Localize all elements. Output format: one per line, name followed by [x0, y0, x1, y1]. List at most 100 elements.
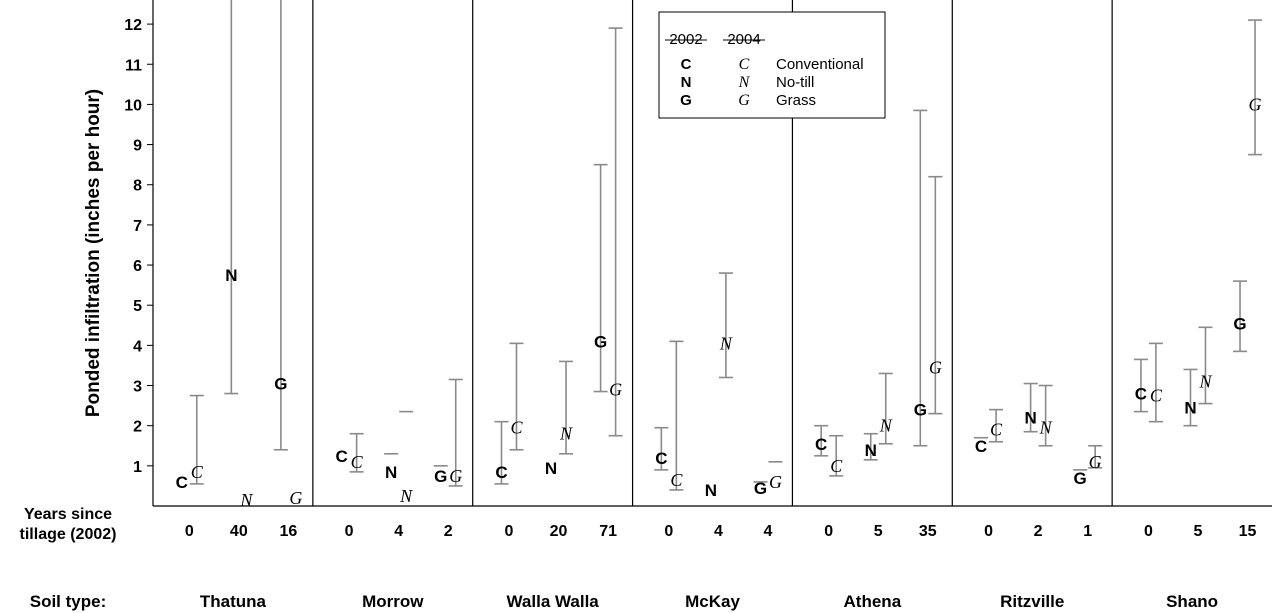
marker-2004: G — [769, 472, 782, 492]
years-label: 2 — [444, 523, 453, 540]
marker-2004: N — [559, 424, 573, 444]
years-label: 15 — [1239, 523, 1257, 540]
y-axis-label: Ponded infiltration (inches per hour) — [83, 89, 104, 417]
marker-2004: C — [191, 462, 204, 482]
marker-2004: C — [1150, 386, 1163, 406]
years-label: 0 — [185, 523, 194, 540]
y-tick-label: 10 — [124, 97, 142, 114]
y-tick-label: 2 — [133, 419, 142, 436]
y-tick-label: 11 — [125, 57, 142, 74]
years-label: 0 — [984, 523, 993, 540]
legend-marker-2004: C — [739, 56, 750, 73]
marker-2002: C — [335, 447, 347, 466]
years-label: 4 — [764, 523, 773, 540]
marker-2004: N — [1039, 418, 1053, 438]
marker-2004: C — [351, 452, 364, 472]
marker-2002: G — [434, 467, 447, 486]
marker-2002: N — [225, 266, 237, 285]
soil-name: Shano — [1166, 592, 1218, 611]
plot-frame — [152, 0, 1272, 507]
years-label: 2 — [1034, 523, 1043, 540]
marker-2002: C — [495, 463, 507, 482]
marker-2004: N — [719, 333, 733, 353]
years-label: 16 — [279, 523, 297, 540]
soil-name: Athena — [844, 592, 902, 611]
years-label: 0 — [824, 523, 833, 540]
marker-2002: C — [975, 437, 987, 456]
marker-2002: C — [655, 449, 667, 468]
marker-2002: G — [274, 375, 287, 394]
marker-2004: N — [1198, 372, 1212, 392]
years-label: 1 — [1083, 523, 1092, 540]
legend-marker-2004: G — [738, 92, 750, 109]
legend-label: Grass — [776, 92, 816, 109]
legend-label: No-till — [776, 74, 814, 91]
marker-2004: G — [1089, 452, 1102, 472]
legend-label: Conventional — [776, 56, 864, 73]
panel-shano: C C NN G G — [1111, 0, 1263, 506]
marker-2004: C — [990, 420, 1003, 440]
marker-2002: N — [705, 481, 717, 500]
marker-2004: G — [929, 357, 942, 377]
marker-2002: G — [914, 401, 927, 420]
y-tick-label: 3 — [133, 379, 142, 396]
years-label: 5 — [1194, 523, 1203, 540]
marker-2002: G — [1074, 469, 1087, 488]
panel-ritzville: CC N N GG — [951, 0, 1103, 506]
marker-2002: N — [385, 463, 397, 482]
years-label: 5 — [874, 523, 883, 540]
soil-name: Morrow — [362, 592, 424, 611]
marker-2002: C — [176, 473, 188, 492]
marker-2004: C — [510, 418, 523, 438]
legend-marker-2002: G — [680, 92, 692, 109]
marker-2002: N — [865, 441, 877, 460]
y-tick-label: 12 — [124, 17, 142, 34]
marker-2004: G — [449, 466, 462, 486]
marker-2002: C — [815, 435, 827, 454]
marker-2002: N — [545, 459, 557, 478]
years-label: 71 — [599, 523, 617, 540]
y-tick-label: 8 — [133, 178, 142, 195]
soil-name: McKay — [685, 592, 740, 611]
y-tick-label: 9 — [133, 138, 142, 155]
panel-morrow: C C NN G G — [312, 0, 463, 506]
marker-2002: N — [1024, 409, 1036, 428]
legend-marker-2004: N — [738, 74, 751, 91]
marker-2002: G — [1233, 314, 1246, 333]
marker-2004: C — [670, 470, 683, 490]
marker-2004: G — [1249, 94, 1262, 114]
legend-marker-2002: C — [681, 56, 692, 73]
marker-2004: N — [239, 490, 253, 510]
marker-2002: G — [594, 332, 607, 351]
panel-thatuna: CC N N G G — [176, 0, 302, 510]
years-label: 0 — [1144, 523, 1153, 540]
years-label: 4 — [714, 523, 723, 540]
marker-2004: N — [879, 416, 893, 436]
years-label: 0 — [345, 523, 354, 540]
years-label: 20 — [550, 523, 568, 540]
years-label: 40 — [230, 523, 248, 540]
y-tick-label: 1 — [133, 459, 142, 476]
soil-name: Thatuna — [200, 592, 267, 611]
years-label: 4 — [394, 523, 403, 540]
marker-2002: C — [1135, 385, 1147, 404]
years-label: 0 — [664, 523, 673, 540]
soil-row-label: Soil type: — [30, 592, 107, 611]
years-label: 0 — [505, 523, 514, 540]
panel-walla-walla: C C NN G G — [472, 0, 623, 506]
marker-2002: N — [1184, 399, 1196, 418]
y-tick-label: 4 — [133, 338, 142, 355]
soil-name: Walla Walla — [507, 592, 600, 611]
y-tick-label: 6 — [133, 258, 142, 275]
marker-2004: G — [289, 488, 302, 508]
y-tick-label: 7 — [133, 218, 142, 235]
legend-marker-2002: N — [681, 74, 692, 91]
marker-2004: C — [830, 456, 843, 476]
marker-2004: G — [609, 380, 622, 400]
